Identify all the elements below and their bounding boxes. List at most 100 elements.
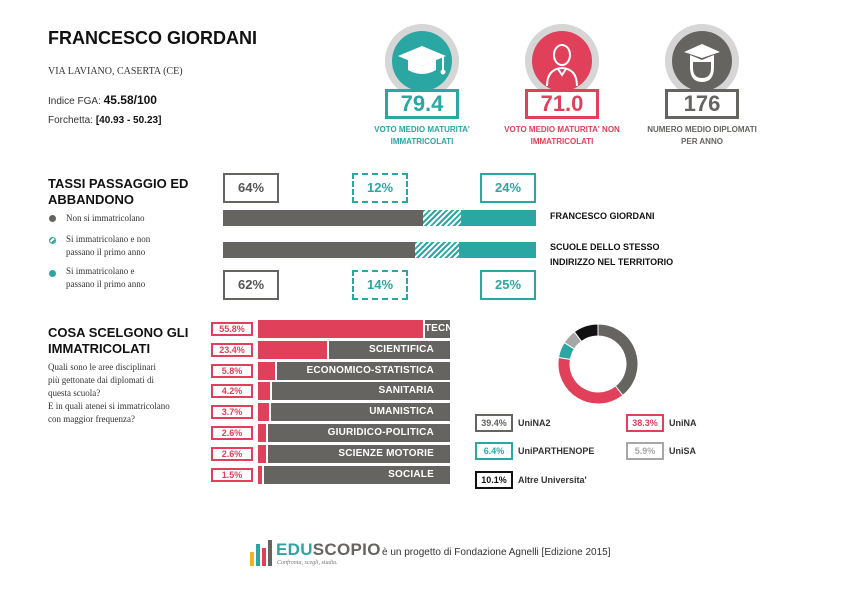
area-bar [258, 382, 271, 401]
area-row: 5.8% ECONOMICO-STATISTICA [211, 361, 451, 380]
uni-name-unina2: UniNA2 [518, 418, 551, 428]
fga-value: 45.58/100 [103, 93, 157, 107]
area-bar [258, 320, 423, 338]
area-bar [258, 403, 269, 422]
description-line: questa scuola? [48, 388, 101, 398]
stat-caption-voto-non-immatricolati: VOTO MEDIO MATURITA' NON IMMATRICOLATI [487, 124, 637, 148]
area-pct-label: 3.7% [211, 405, 253, 420]
fga-label: Indice FGA: [48, 96, 101, 107]
stat-box-voto-immatricolati: 79.4 [385, 89, 459, 119]
area-row: 23.4% SCIENTIFICA [211, 340, 451, 359]
description-line: più gettonate dai diplomati di [48, 375, 154, 385]
footer-text: è un progetto di Fondazione Agnelli [Edi… [382, 547, 611, 558]
fork-range: Forchetta: [40.93 - 50.23] [48, 115, 161, 126]
description-line: E in quali atenei si immatricolano [48, 401, 170, 411]
eduscopio-logo: EDUSCOPIO [276, 540, 381, 560]
area-pct-label: 5.8% [211, 363, 253, 378]
bar-label-school: FRANCESCO GIORDANI [550, 211, 655, 221]
area-bar [258, 465, 263, 484]
areas-chart: 55.8% TECNICA 23.4% SCIENTIFICA 5.8% ECONOMIC… [211, 320, 470, 490]
eduscopio-logo-icon [250, 540, 272, 566]
school-address: VIA LAVIANO, CASERTA (CE) [48, 66, 183, 77]
stat-box-numero-diplomati: 176 [665, 89, 739, 119]
legend-not-enrolled: Non si immatricolano [66, 213, 145, 223]
scelte-description: Quali sono le aree disciplinari più gett… [48, 361, 170, 426]
area-pct-label: 2.6% [211, 426, 253, 440]
uni-pct-uniparthenope: 6.4% [475, 442, 513, 460]
section-title-line: ABBANDONO [48, 192, 134, 207]
legend-enrolled-passed: Si immatricolano e passano il primo anno [66, 265, 145, 291]
stat-caption-line: PER ANNO [681, 137, 723, 146]
area-name: SCIENTIFICA [329, 340, 450, 359]
uni-pct-unina2: 39.4% [475, 414, 513, 432]
area-bar [258, 424, 266, 442]
area-name: TECNICA [424, 320, 470, 338]
stat-caption-line: VOTO MEDIO MATURITA' [374, 125, 470, 134]
legend-marker-enrolled-passed [49, 270, 56, 277]
legend-line: Si immatricolano e [66, 266, 135, 276]
bar-seg-not-enrolled [223, 210, 424, 226]
section-title-line: IMMATRICOLATI [48, 341, 151, 356]
bar-label-line: SCUOLE DELLO STESSO [550, 242, 660, 252]
bar-seg-enrolled-not-passed [415, 242, 459, 258]
area-pct-label: 55.8% [211, 322, 253, 336]
stat-box-voto-non-immatricolati: 71.0 [525, 89, 599, 119]
area-pct-label: 23.4% [211, 342, 253, 357]
person-icon [525, 24, 599, 98]
uni-pct-unina: 38.3% [626, 414, 664, 432]
uni-pct-altre: 10.1% [475, 471, 513, 489]
logo-tagline: Confronta, scegli, studia. [277, 560, 338, 566]
area-pct-label: 2.6% [211, 446, 253, 461]
fga-index: Indice FGA: 45.58/100 [48, 93, 157, 107]
area-row: 2.6% SCIENZE MOTORIE [211, 444, 451, 463]
area-name: ECONOMICO-STATISTICA [277, 361, 450, 380]
donut-slice-unina2 [597, 323, 639, 397]
area-row: 4.2% SANITARIA [211, 382, 451, 401]
bar-territory [223, 242, 536, 258]
area-row: 3.7% UMANISTICA [211, 403, 451, 422]
universities-donut-chart [557, 323, 639, 405]
stat-caption-line: IMMATRICOLATI [390, 137, 454, 146]
area-bar [258, 340, 328, 359]
area-row: 55.8% TECNICA [211, 320, 470, 338]
legend-line: Si immatricolano e non [66, 234, 151, 244]
area-pct-label: 1.5% [211, 467, 253, 482]
legend-marker-enrolled-not-passed [49, 237, 56, 244]
donut-slice-altre-universita [573, 323, 599, 343]
pct-territory-enrolled-not-passed: 14% [352, 270, 408, 300]
uni-name-altre: Altre Universita' [518, 475, 587, 485]
logo-scopio: SCOPIO [312, 540, 381, 559]
uni-name-unisa: UniSA [669, 446, 696, 456]
school-name: FRANCESCO GIORDANI [48, 28, 258, 48]
graduation-cap-icon [385, 24, 459, 98]
area-name: SOCIALE [264, 465, 450, 484]
uni-name-unina: UniNA [669, 418, 697, 428]
area-name: GIURIDICO-POLITICA [267, 424, 450, 442]
area-name: SCIENZE MOTORIE [267, 444, 450, 463]
legend-line: passano il primo anno [66, 247, 146, 257]
section-title-line: TASSI PASSAGGIO ED [48, 176, 189, 191]
area-name: UMANISTICA [270, 403, 450, 422]
area-bar [258, 361, 276, 380]
uni-name-uniparthenope: UniPARTHENOPE [518, 446, 595, 456]
stat-caption-line: IMMATRICOLATI [530, 137, 594, 146]
stat-caption-voto-immatricolati: VOTO MEDIO MATURITA' IMMATRICOLATI [347, 124, 497, 148]
description-line: Quali sono le aree disciplinari [48, 362, 156, 372]
bar-school [223, 210, 536, 226]
pct-territory-not-enrolled: 62% [223, 270, 279, 300]
donut-slice-unina [557, 356, 624, 405]
stat-caption-line: NUMERO MEDIO DIPLOMATI [647, 125, 757, 134]
section-title-passaggio: TASSI PASSAGGIO ED ABBANDONO [48, 176, 188, 208]
bar-label-line: INDIRIZZO NEL TERRITORIO [550, 257, 674, 267]
bar-label-territory: SCUOLE DELLO STESSO INDIRIZZO NEL TERRIT… [550, 240, 673, 270]
bar-seg-enrolled-passed [460, 210, 536, 226]
pct-school-enrolled-passed: 24% [480, 173, 536, 203]
area-row: 2.6% GIURIDICO-POLITICA [211, 424, 451, 442]
graduate-person-icon [665, 24, 739, 98]
area-pct-label: 4.2% [211, 384, 253, 399]
legend-enrolled-not-passed: Si immatricolano e non passano il primo … [66, 233, 150, 259]
legend-line: passano il primo anno [66, 279, 146, 289]
stat-caption-numero-diplomati: NUMERO MEDIO DIPLOMATI PER ANNO [627, 124, 777, 148]
area-row: 1.5% SOCIALE [211, 465, 451, 484]
pct-school-not-enrolled: 64% [223, 173, 279, 203]
